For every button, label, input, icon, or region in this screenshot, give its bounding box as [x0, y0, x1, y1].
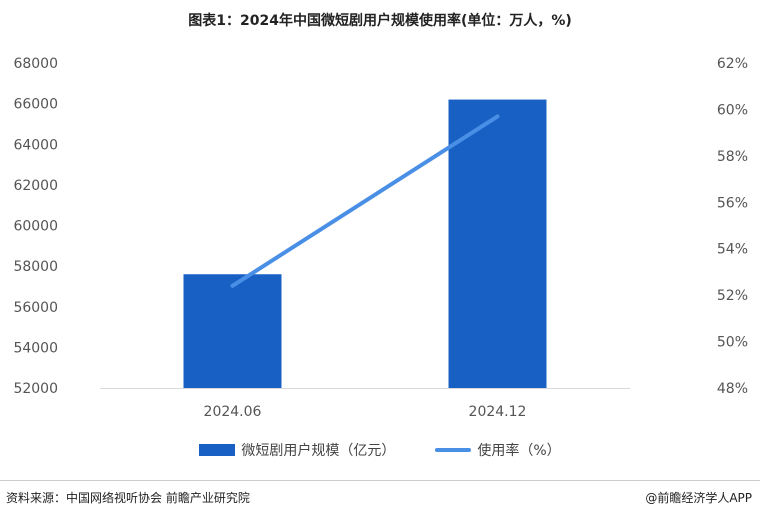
footer: 资料来源：中国网络视听协会 前瞻产业研究院 @前瞻经济学人APP: [0, 480, 760, 518]
bar-2024.12: [449, 100, 547, 388]
legend-swatch-bar: [199, 444, 235, 456]
y-right-tick: 60%: [717, 102, 748, 118]
y-right-tick: 62%: [717, 56, 748, 72]
y-right-tick: 54%: [717, 242, 748, 258]
y-left-tick: 56000: [13, 300, 58, 316]
y-right-tick: 58%: [717, 149, 748, 165]
y-left-tick: 58000: [13, 259, 58, 275]
y-left-tick: 62000: [13, 178, 58, 194]
brand-text: @前瞻经济学人APP: [645, 489, 752, 506]
x-tick-label: 2024.12: [469, 404, 527, 420]
y-right-tick: 56%: [717, 195, 748, 211]
legend-swatch-line: [435, 448, 471, 452]
legend-item-line: 使用率（%）: [435, 440, 560, 460]
chart-area: 52000 54000 56000 58000 60000 62000 64000 66000…: [0, 0, 760, 440]
y-right-tick: 52%: [717, 288, 748, 304]
source-text: 资料来源：中国网络视听协会 前瞻产业研究院: [6, 489, 250, 506]
x-tick-label: 2024.06: [204, 404, 262, 420]
legend-label-line: 使用率（%）: [477, 440, 560, 460]
y-right-tick: 50%: [717, 335, 748, 351]
legend-label-bar: 微短剧用户规模（亿元）: [241, 440, 395, 460]
y-right-tick: 48%: [717, 381, 748, 397]
y-left-tick: 60000: [13, 219, 58, 235]
legend: 微短剧用户规模（亿元） 使用率（%）: [0, 440, 760, 460]
y-left-tick: 68000: [13, 56, 58, 72]
y-left-tick: 66000: [13, 97, 58, 113]
bar-2024.06: [184, 274, 282, 388]
y-left-tick: 52000: [13, 381, 58, 397]
y-left-tick: 64000: [13, 137, 58, 153]
legend-item-bar: 微短剧用户规模（亿元）: [199, 440, 395, 460]
y-left-tick: 54000: [13, 340, 58, 356]
